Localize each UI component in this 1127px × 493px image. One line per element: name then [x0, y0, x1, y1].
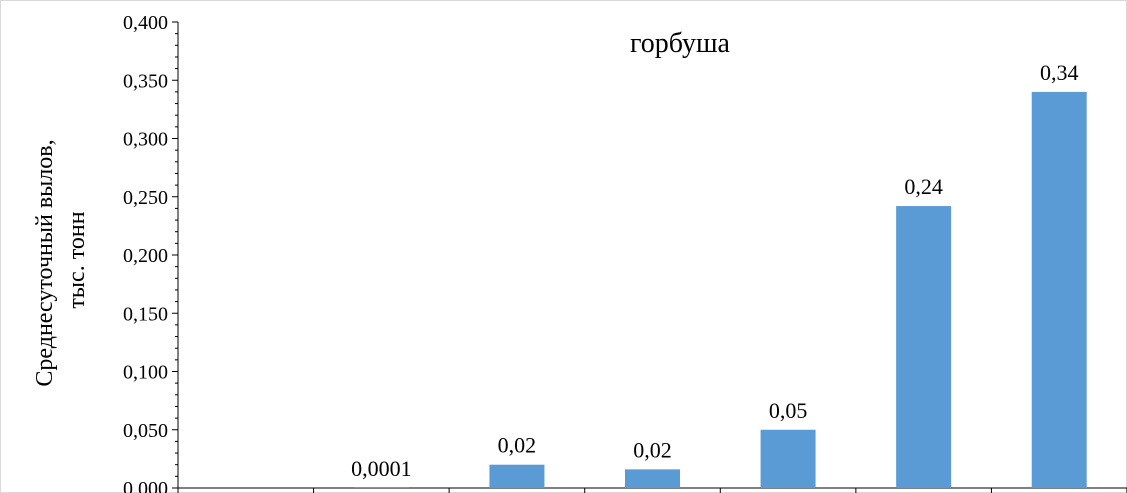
y-tick-label: 0,100	[123, 362, 168, 384]
bar	[489, 464, 545, 488]
data-label: 0,05	[769, 398, 808, 423]
bar	[896, 206, 952, 488]
y-tick-label: 0,250	[123, 187, 168, 209]
y-axis-label-line-1: Среднесуточный вылов,	[32, 139, 58, 386]
plot-area: 0,000 0,050 0,100 0,150 0,200 0,250 0,300 0,350…	[123, 12, 1127, 493]
data-label: 0,02	[498, 433, 537, 458]
y-tick-label: 0,050	[123, 420, 168, 442]
y-tick-label: 0,000	[123, 478, 168, 493]
y-tick-label: 0,350	[123, 70, 168, 92]
data-label: 0,34	[1040, 60, 1079, 85]
data-label: 0,24	[904, 174, 943, 199]
y-axis-label: Среднесуточный вылов, тыс. тонн	[32, 133, 90, 386]
bar	[1031, 91, 1087, 489]
bar	[625, 469, 680, 488]
chart-title: горбуша	[630, 28, 731, 59]
bar	[760, 429, 816, 488]
y-tick-label: 0,200	[123, 245, 168, 267]
y-tick-label: 0,150	[123, 303, 168, 325]
data-label: 0,02	[633, 437, 672, 462]
y-axis-label-line-2: тыс. тонн	[64, 211, 90, 308]
y-tick-label: 0,300	[123, 129, 168, 151]
y-tick-label: 0,400	[123, 12, 168, 34]
data-label: 0,0001	[351, 456, 412, 481]
